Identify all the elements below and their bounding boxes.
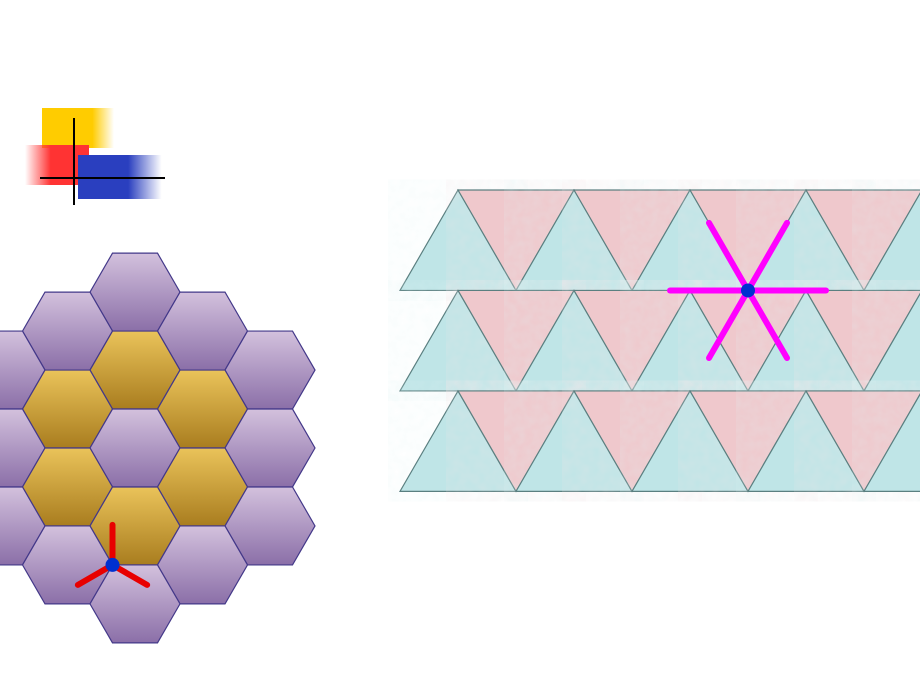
logo-square <box>42 108 114 148</box>
tri-vertex-dot <box>741 283 755 297</box>
hexagon-tessellation <box>0 253 315 643</box>
slide-logo <box>25 108 165 205</box>
hex-vertex-dot <box>106 558 120 572</box>
diagram-canvas <box>0 0 920 690</box>
triangle-tessellation <box>400 190 920 491</box>
